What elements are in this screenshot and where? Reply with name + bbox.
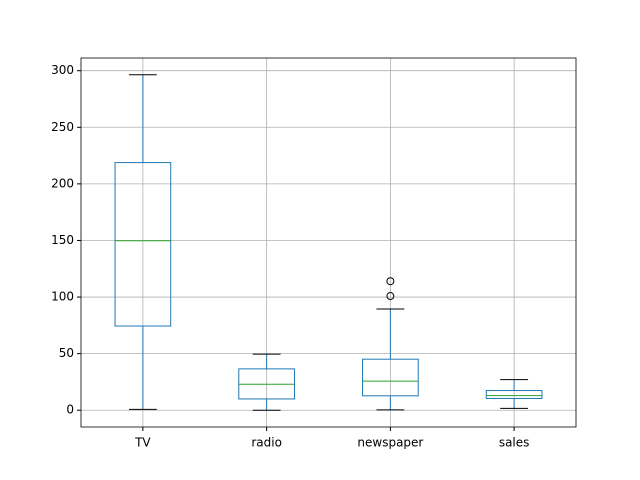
flier — [386, 292, 395, 301]
plot-area — [81, 58, 576, 427]
y-tick-label: 250 — [51, 120, 74, 134]
x-tick-label: newspaper — [357, 436, 423, 450]
x-tick-label: radio — [251, 436, 282, 450]
flier — [386, 277, 395, 286]
box — [485, 390, 543, 399]
y-tick-label: 150 — [51, 233, 74, 247]
y-tick-label: 100 — [51, 290, 74, 304]
y-tick-label: 300 — [51, 63, 74, 77]
x-tick-label: sales — [499, 436, 530, 450]
axes-frame — [80, 57, 577, 428]
box — [114, 162, 172, 327]
x-tick-label: TV — [134, 436, 151, 450]
y-tick-label: 0 — [66, 403, 74, 417]
y-tick-label: 200 — [51, 176, 74, 190]
box — [362, 358, 419, 397]
y-tick-label: 50 — [59, 346, 74, 360]
